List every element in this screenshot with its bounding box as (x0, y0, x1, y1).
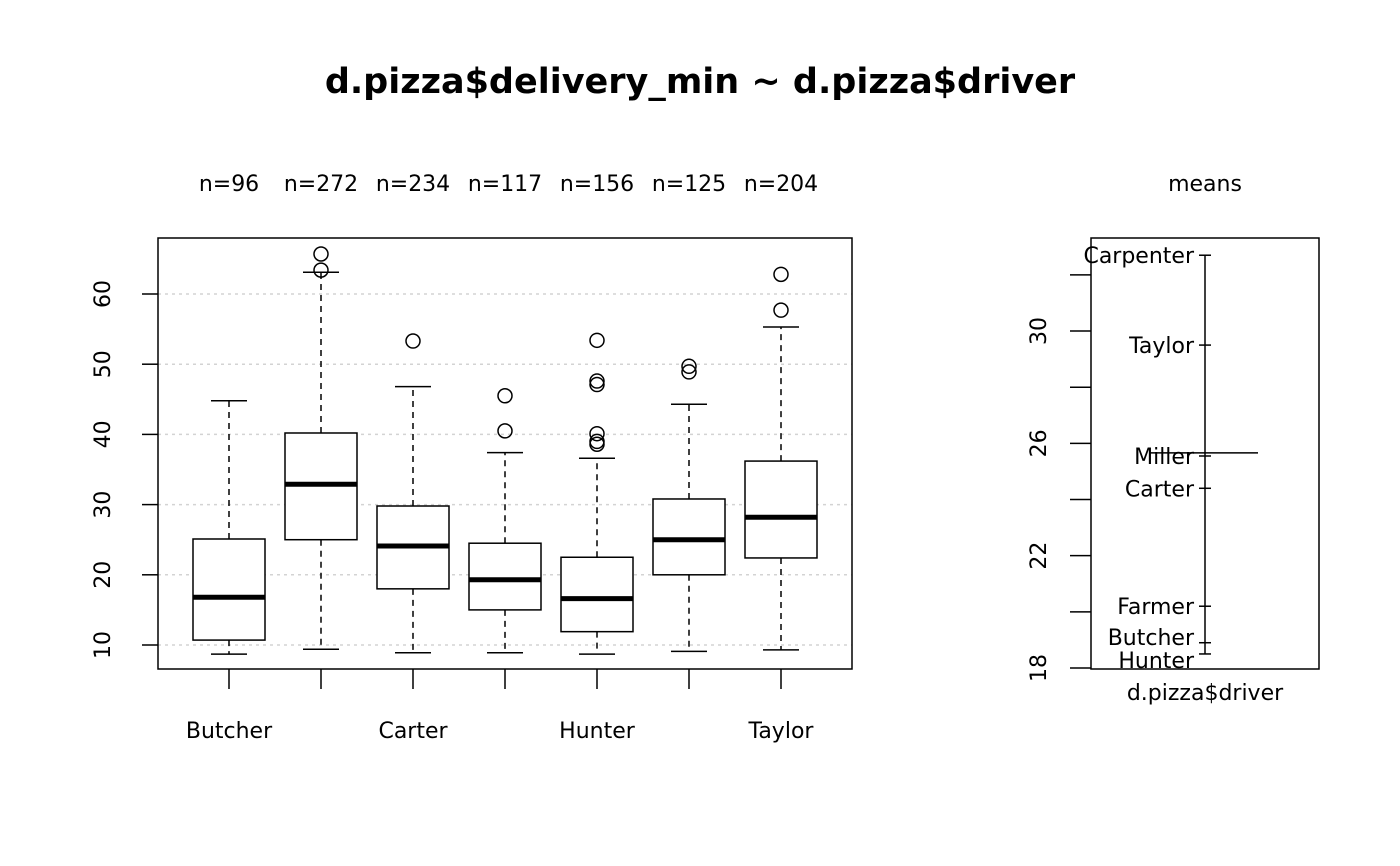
box-hunter (560, 332, 634, 655)
mean-label-butcher: Butcher (1108, 626, 1195, 651)
outlier-point (497, 423, 513, 439)
outlier-point (589, 425, 605, 442)
y-tick-label: 30 (1027, 317, 1052, 345)
means-title: means (1168, 172, 1242, 197)
outlier-point (589, 373, 605, 389)
iqr-box (468, 542, 542, 611)
box-farmer (468, 388, 542, 654)
x-tick-label: Taylor (748, 719, 815, 744)
iqr-box (560, 556, 634, 633)
y-tick-label: 50 (91, 350, 116, 378)
x-tick-label: Carter (378, 719, 448, 744)
box-butcher (192, 399, 266, 655)
y-tick-label: 26 (1027, 429, 1052, 457)
outlier-point (313, 246, 329, 262)
box-miller (652, 358, 726, 653)
mean-label-taylor: Taylor (1128, 334, 1195, 359)
outlier-point (773, 266, 789, 283)
outlier-point (589, 436, 605, 452)
mean-label-carter: Carter (1125, 477, 1195, 502)
count-label: n=96 (199, 172, 259, 197)
y-tick-label: 30 (91, 491, 116, 519)
y-tick-label: 22 (1027, 542, 1052, 570)
box-carter (376, 333, 450, 654)
count-label: n=204 (744, 172, 818, 197)
mean-label-carpenter: Carpenter (1083, 244, 1194, 269)
outlier-point (497, 388, 513, 404)
box-carpenter (284, 246, 358, 650)
iqr-box (652, 498, 726, 576)
outlier-point (773, 302, 789, 318)
y-tick-label: 40 (91, 420, 116, 448)
chart-title: d.pizza$delivery_min ~ d.pizza$driver (325, 62, 1076, 102)
count-label: n=234 (376, 172, 450, 197)
x-tick-label: Hunter (559, 719, 636, 744)
box-taylor (744, 266, 818, 651)
boxplot-panel: 10 20 30 40 50 60 n=96 Butcher n=272 n=234 Carter n… (91, 172, 853, 744)
iqr-box (192, 538, 266, 641)
y-tick-label: 20 (91, 561, 116, 589)
means-xlabel: d.pizza$driver (1127, 681, 1284, 706)
means-panel: means 18 22 26 30 Carpenter Taylor Miller Carter… (1027, 172, 1320, 706)
outlier-point (681, 364, 697, 380)
count-label: n=117 (468, 172, 542, 197)
y-tick-label: 60 (91, 280, 116, 308)
mean-label-farmer: Farmer (1117, 595, 1195, 620)
y-tick-label: 18 (1027, 654, 1052, 682)
outlier-point (589, 332, 605, 349)
count-label: n=272 (284, 172, 358, 197)
outlier-point (589, 376, 605, 393)
mean-label-hunter: Hunter (1118, 649, 1195, 674)
outlier-point (405, 333, 421, 349)
count-label: n=156 (560, 172, 634, 197)
mean-labels: Carpenter Taylor Miller Carter Farmer Butcher… (1083, 244, 1195, 674)
iqr-box (744, 460, 818, 559)
x-tick-label: Butcher (186, 719, 273, 744)
outlier-point (681, 358, 697, 375)
outlier-point (313, 262, 329, 278)
means-frame (1090, 237, 1320, 670)
count-label: n=125 (652, 172, 726, 197)
mean-label-miller: Miller (1134, 445, 1195, 470)
y-tick-label: 10 (91, 631, 116, 659)
